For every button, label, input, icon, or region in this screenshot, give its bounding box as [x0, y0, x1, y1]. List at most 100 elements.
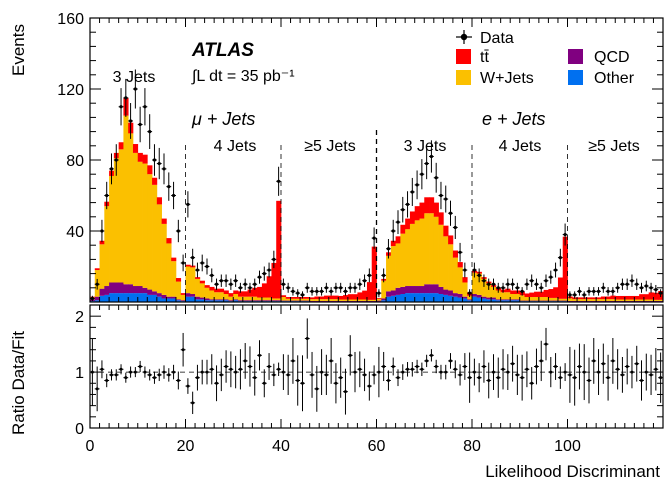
bar-other	[505, 300, 511, 302]
bar-other	[500, 300, 506, 302]
data-point	[362, 279, 367, 283]
bar-tt	[171, 257, 177, 262]
bar-wjets	[247, 296, 253, 301]
jet-bin-label: ≥5 Jets	[588, 138, 639, 155]
ratio-point	[105, 378, 109, 382]
x-tick-label: 20	[177, 438, 195, 455]
data-point	[238, 286, 243, 290]
bar-qcd	[443, 289, 449, 295]
bar-wjets	[433, 216, 439, 285]
x-tick-label: 80	[463, 438, 481, 455]
bar-qcd	[653, 300, 659, 302]
bar-qcd	[577, 300, 583, 302]
data-point	[659, 291, 663, 295]
bar-wjets	[161, 223, 167, 295]
bar-other	[113, 293, 119, 302]
data-point	[324, 286, 328, 290]
bar-qcd	[113, 282, 119, 294]
bar-tt	[600, 296, 607, 300]
ratio-point	[587, 378, 591, 382]
bar-tt	[180, 293, 186, 295]
data-point	[448, 211, 453, 215]
bar-qcd	[500, 299, 506, 301]
bar-wjets	[572, 299, 578, 301]
bar-tt	[620, 295, 626, 300]
bar-wjets	[443, 236, 449, 290]
bar-qcd	[156, 293, 162, 297]
data-point	[568, 293, 572, 297]
bar-qcd	[620, 300, 626, 302]
bar-tt	[333, 295, 339, 300]
ratio-point	[549, 370, 553, 374]
bar-qcd	[257, 300, 263, 302]
bar-qcd	[495, 299, 501, 301]
bar-wjets	[543, 297, 549, 301]
bar-tt	[452, 250, 459, 258]
data-point	[534, 282, 539, 286]
data-point	[582, 293, 586, 297]
bar-wjets	[610, 299, 616, 301]
data-point	[339, 286, 343, 290]
bar-wjets	[639, 299, 645, 301]
bar-qcd	[204, 298, 210, 301]
bar-tt	[577, 297, 583, 300]
bar-qcd	[562, 300, 568, 302]
bar-qcd	[591, 300, 597, 302]
bar-qcd	[195, 296, 201, 300]
bar-qcd	[271, 300, 277, 302]
bar-wjets	[605, 299, 611, 301]
ratio-point	[544, 342, 548, 346]
ratio-point	[539, 359, 543, 363]
bar-tt	[290, 297, 296, 299]
bar-other	[104, 294, 110, 302]
data-point	[162, 167, 166, 171]
bar-wjets	[218, 292, 225, 300]
bar-qcd	[128, 284, 134, 294]
data-point	[563, 232, 567, 237]
ratio-point	[148, 373, 152, 377]
ratio-point	[258, 353, 262, 357]
bar-tt	[395, 236, 401, 244]
data-point	[601, 286, 605, 290]
bar-other	[424, 293, 430, 302]
data-point	[319, 289, 324, 293]
bar-qcd	[400, 286, 406, 295]
bar-tt	[366, 282, 373, 300]
bar-qcd	[304, 300, 310, 302]
data-point	[343, 289, 348, 293]
bar-other	[514, 300, 521, 302]
bar-tt	[118, 142, 124, 150]
bar-tt	[586, 297, 592, 300]
bar-wjets	[591, 299, 597, 301]
bar-tt	[505, 288, 511, 293]
bar-wjets	[553, 297, 559, 301]
bar-wjets	[462, 282, 468, 297]
bar-other	[405, 293, 411, 302]
bar-other	[99, 295, 105, 302]
bar-qcd	[123, 284, 129, 294]
bar-tt	[462, 277, 468, 283]
bar-tt	[304, 297, 310, 299]
bar-qcd	[605, 300, 611, 302]
bar-other	[386, 296, 392, 302]
ratio-point	[277, 367, 281, 371]
data-point	[463, 268, 467, 272]
ratio-point	[210, 367, 214, 371]
bar-other	[467, 300, 473, 302]
bar-qcd	[424, 284, 430, 294]
ratio-point	[429, 353, 433, 357]
bar-wjets	[209, 290, 215, 300]
bar-tt	[538, 291, 544, 298]
data-point	[468, 291, 472, 295]
bar-qcd	[118, 282, 124, 294]
data-point	[367, 273, 371, 277]
ratio-point	[186, 384, 190, 388]
data-point	[114, 158, 118, 162]
data-point	[257, 275, 262, 279]
bar-wjets	[295, 298, 301, 301]
bar-tt	[185, 264, 191, 267]
ratio-point	[491, 370, 495, 374]
ratio-point	[420, 367, 424, 371]
data-point	[214, 282, 219, 286]
bar-tt	[610, 295, 616, 300]
